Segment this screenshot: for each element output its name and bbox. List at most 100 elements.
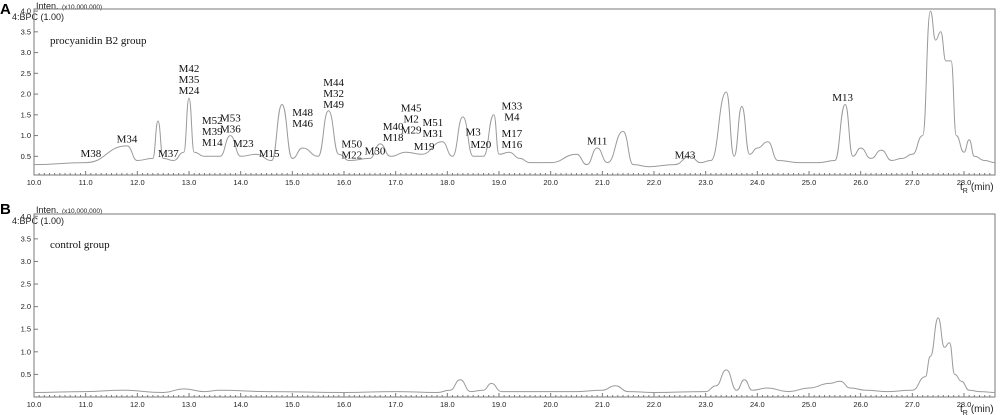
panel-a-x-tick-label: 15.0 xyxy=(285,178,300,187)
panel-b-x-tick-label: 21.0 xyxy=(595,400,610,409)
panel-a-x-axis-label: tR (min) xyxy=(960,182,994,195)
panel-a-peak-label: M43 xyxy=(675,149,696,161)
panel-a-letter: A xyxy=(0,1,11,18)
panel-b-x-tick-label: 20.0 xyxy=(543,400,558,409)
panel-a-peak-label: M11 xyxy=(587,135,607,147)
panel-a-y-tick-label: 4.0 xyxy=(21,7,31,16)
panel-a-peak-label: M13 xyxy=(832,92,853,104)
panel-a-peak-label: M19 xyxy=(414,141,435,153)
panel-a-x-tick-label: 27.0 xyxy=(905,178,920,187)
panel-a-x-axis: 10.0 11.0 12.0 13.0 14.0 15.0 16.0 17.0 18.0 19.0… xyxy=(27,171,996,187)
panel-b-x-axis: 10.0 11.0 12.0 13.0 14.0 15.0 16.0 17.0 18.0 19.0… xyxy=(27,393,996,409)
panel-a-peak-label: M23 xyxy=(233,138,254,150)
panel-b-x-tick-label: 17.0 xyxy=(388,400,403,409)
panel-b-traces xyxy=(33,317,996,394)
panel-a-peak-label: M48 M46 xyxy=(292,107,313,130)
panel-a-y-tick-label: 1.0 xyxy=(21,131,31,140)
panel-b-intensity-label: Inten. xyxy=(36,205,59,215)
panel-a-peak-label: M37 xyxy=(158,148,179,160)
panel-a-y-tick-label: 0.5 xyxy=(21,152,31,161)
panel-a-x-tick-label: 13.0 xyxy=(182,178,197,187)
panel-b-x-tick-label: 11.0 xyxy=(79,400,93,409)
panel-a-peak-label: M52 M39 M14 xyxy=(202,115,223,149)
panel-a-y-tick-label: 3.0 xyxy=(21,48,31,57)
panel-a-peak-label: M53 M36 xyxy=(220,113,241,136)
panel-b-x-tick-label: 12.0 xyxy=(130,400,145,409)
panel-a-y-tick-label: 1.5 xyxy=(21,110,31,119)
panel-a-y-tick-label: 2.0 xyxy=(21,90,31,99)
panel-a: A Inten. (x10,000,000) 4:BPC (1.00) proc… xyxy=(0,1,996,195)
panel-b-x-tick-label: 16.0 xyxy=(337,400,352,409)
panel-b-x-tick-label: 13.0 xyxy=(182,400,197,409)
panel-b-y-tick-label: 1.0 xyxy=(21,347,31,356)
panel-b-plot-frame xyxy=(33,213,996,398)
panel-a-x-tick-label: 19.0 xyxy=(492,178,507,187)
panel-a-x-axis-label-t: t xyxy=(960,182,963,193)
panel-b-x-axis-label-sub: R xyxy=(963,410,968,415)
panel-a-y-tick-label: 3.5 xyxy=(21,27,31,36)
panel-a-x-tick-label: 11.0 xyxy=(79,178,93,187)
panel-a-group-title: procyanidin B2 group xyxy=(50,35,147,47)
panel-a-peak-label: M45 M2 M29 xyxy=(401,103,422,137)
panel-a-y-tick-label: 2.5 xyxy=(21,69,31,78)
panel-a-peak-label: M40 M18 xyxy=(383,121,404,144)
panel-b-y-tick-label: 0.5 xyxy=(21,370,31,379)
panel-a-peak-label: M42 M35 M24 xyxy=(179,63,200,97)
panel-a-x-axis-label-unit: (min) xyxy=(971,182,994,193)
panel-a-peak-label: M20 xyxy=(471,139,492,151)
panel-b-y-tick-label: 1.5 xyxy=(21,325,31,334)
panel-b-x-tick-label: 22.0 xyxy=(647,400,662,409)
panel-b-x-tick-label: 19.0 xyxy=(492,400,507,409)
panel-a-x-tick-label: 21.0 xyxy=(595,178,610,187)
panel-b-x-axis-label-unit: (min) xyxy=(971,404,994,415)
panel-a-peak-label: M38 xyxy=(80,148,101,160)
panel-b-channel: 4:BPC (1.00) xyxy=(12,216,64,226)
panel-b-intensity-scale: (x10,000,000) xyxy=(62,208,102,215)
panel-b-x-tick-label: 26.0 xyxy=(853,400,868,409)
panel-b-y-tick-label: 3.0 xyxy=(21,257,31,266)
panel-b-y-tick-label: 4.0 xyxy=(21,212,31,221)
panel-a-peak-label: M30 xyxy=(365,145,386,157)
panel-a-intensity-scale: (x10,000,000) xyxy=(62,4,102,11)
panel-a-peak-label: M33 M4 xyxy=(502,100,523,123)
panel-b-y-tick-label: 3.5 xyxy=(21,234,31,243)
panel-a-x-tick-label: 10.0 xyxy=(27,178,42,187)
panel-b-x-tick-label: 24.0 xyxy=(750,400,765,409)
panel-b-x-tick-label: 14.0 xyxy=(233,400,248,409)
panel-a-x-tick-label: 22.0 xyxy=(647,178,662,187)
panel-b-x-tick-label: 27.0 xyxy=(905,400,920,409)
panel-b-x-tick-label: 10.0 xyxy=(27,400,42,409)
panel-a-traces xyxy=(33,10,996,168)
panel-b-letter: B xyxy=(0,201,11,218)
panel-b-y-axis: 0.5 1.0 1.5 2.0 2.5 3.0 3.5 4.0 xyxy=(21,212,38,379)
panel-b-x-tick-label: 25.0 xyxy=(802,400,817,409)
panel-a-x-tick-label: 24.0 xyxy=(750,178,765,187)
panel-a-peak-label: M51 M31 xyxy=(422,117,443,140)
panel-b-y-tick-label: 2.5 xyxy=(21,280,31,289)
panel-b-x-axis-label: tR (min) xyxy=(960,404,994,415)
panel-a-channel: 4:BPC (1.00) xyxy=(12,12,64,22)
panel-b-x-tick-label: 23.0 xyxy=(698,400,713,409)
panel-a-x-tick-label: 14.0 xyxy=(233,178,248,187)
panel-a-x-axis-label-sub: R xyxy=(963,188,968,195)
panel-a-peak-label: M3 xyxy=(466,127,482,139)
panel-a-x-tick-label: 18.0 xyxy=(440,178,455,187)
panel-b-y-tick-label: 2.0 xyxy=(21,302,31,311)
panel-b-x-tick-label: 15.0 xyxy=(285,400,300,409)
panel-b-x-tick-label: 18.0 xyxy=(440,400,455,409)
panel-a-x-tick-label: 25.0 xyxy=(802,178,817,187)
panel-a-y-axis: 0.5 1.0 1.5 2.0 2.5 3.0 3.5 4.0 xyxy=(21,7,38,161)
panel-a-peak-label: M17 M16 xyxy=(502,128,523,151)
panel-a-x-tick-label: 26.0 xyxy=(853,178,868,187)
panel-b: B Inten. (x10,000,000) 4:BPC (1.00) cont… xyxy=(0,201,996,415)
panel-b-x-tick-label: 28.0 xyxy=(957,400,972,409)
panel-a-peak-label: M15 xyxy=(259,148,280,160)
panel-a-chromatogram-trace xyxy=(33,10,996,168)
panel-a-x-tick-label: 16.0 xyxy=(337,178,352,187)
panel-a-x-tick-label: 12.0 xyxy=(130,178,145,187)
panel-b-group-title: control group xyxy=(50,239,110,251)
panel-a-x-tick-label: 23.0 xyxy=(698,178,713,187)
panel-a-x-tick-label: 17.0 xyxy=(388,178,403,187)
